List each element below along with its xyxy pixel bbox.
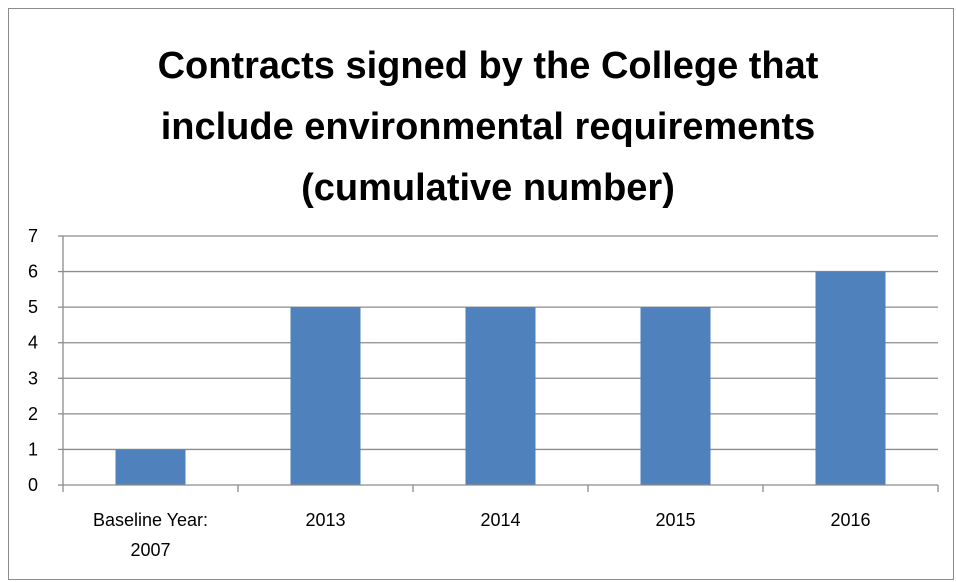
- x-tick-label: 2016: [830, 510, 870, 530]
- y-tick-label: 5: [28, 297, 38, 317]
- x-tick-label: 2007: [130, 540, 170, 560]
- bar: [290, 307, 361, 485]
- chart-title-line-1: Contracts signed by the College that: [157, 45, 819, 87]
- chart-title: Contracts signed by the College that inc…: [0, 36, 956, 219]
- bar: [115, 449, 186, 485]
- y-tick-label: 7: [28, 226, 38, 246]
- y-tick-label: 4: [28, 333, 38, 353]
- bar: [465, 307, 536, 485]
- x-tick-label: 2013: [305, 510, 345, 530]
- y-tick-label: 1: [28, 439, 38, 459]
- chart-title-line-2: include environmental requirements: [160, 106, 816, 148]
- x-tick-label: 2015: [655, 510, 695, 530]
- y-tick-label: 3: [28, 368, 38, 388]
- bar: [640, 307, 711, 485]
- y-tick-label: 2: [28, 404, 38, 424]
- y-tick-label: 0: [28, 475, 38, 495]
- y-tick-label: 6: [28, 262, 38, 282]
- x-tick-label: 2014: [480, 510, 520, 530]
- x-tick-label: Baseline Year:: [93, 510, 208, 530]
- bar: [815, 271, 886, 485]
- chart-title-line-3: (cumulative number): [301, 167, 675, 209]
